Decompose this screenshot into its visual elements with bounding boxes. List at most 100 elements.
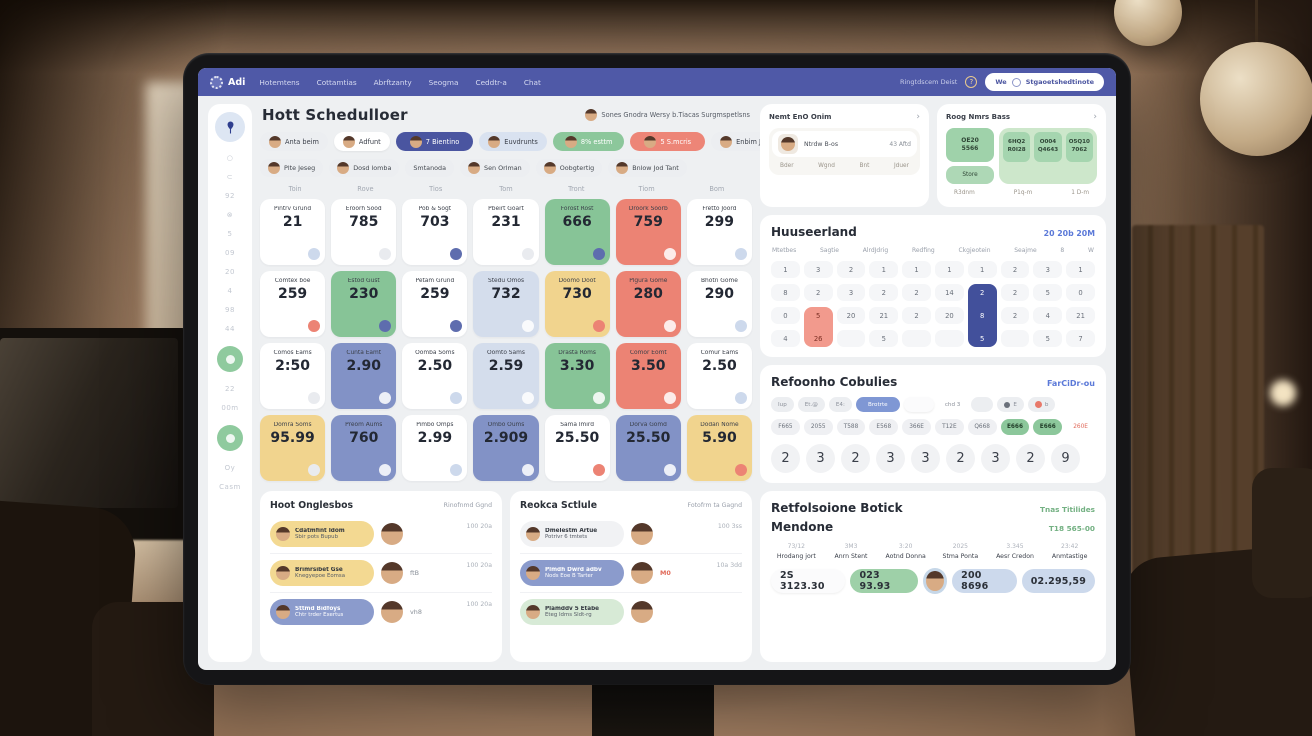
chevron-right-icon[interactable]: › — [916, 112, 920, 122]
sidebar-item[interactable]: Casm — [219, 483, 241, 491]
filter-pill[interactable]: E4: — [828, 397, 852, 412]
metric-card[interactable]: Doomo Doot 730 — [544, 271, 610, 337]
metric-card[interactable]: Domra Soms 95.99 — [260, 415, 326, 481]
metric-card[interactable]: Stedu Omos 732 — [473, 271, 539, 337]
staff-chip[interactable]: Bnlow Jod Tant — [608, 159, 687, 177]
summary-pill[interactable]: 02.295,59 — [1021, 569, 1096, 593]
calendar-cell[interactable]: 8 — [967, 307, 997, 324]
sidebar-item[interactable]: 09 — [225, 249, 235, 257]
calendar-cell[interactable]: 20 — [934, 307, 964, 324]
sidebar-item[interactable]: ⊗ — [226, 211, 234, 219]
calendar-cell[interactable] — [1000, 330, 1030, 347]
sidebar-item[interactable]: 44 — [225, 325, 235, 333]
metric-card[interactable]: Comos Eams 2:50 — [260, 343, 326, 409]
sidebar-item[interactable]: ○ — [226, 154, 234, 162]
metric-card[interactable]: Pimbo Omps 2.99 — [402, 415, 468, 481]
time-pill[interactable]: T588 — [836, 419, 866, 435]
search-bar[interactable]: We Stgaoetshedtinote — [985, 73, 1104, 91]
metric-card[interactable]: Fretto Joord 299 — [686, 199, 752, 265]
calendar-cell[interactable]: 21 — [1066, 307, 1095, 324]
time-pill[interactable]: E666 — [1033, 419, 1063, 435]
sidebar-item[interactable]: 92 — [225, 192, 235, 200]
calendar-cell[interactable]: 3 — [803, 261, 833, 278]
calendar-cell[interactable]: 5 — [967, 330, 997, 347]
staff-chip[interactable]: Plte Jeseg — [260, 159, 324, 177]
calendar-cell[interactable]: 2 — [869, 284, 899, 301]
rate-footer[interactable]: Store — [946, 166, 994, 184]
nav-item[interactable]: Cottamtias — [316, 77, 357, 87]
count-circle[interactable]: 3 — [911, 444, 940, 473]
metric-card[interactable]: Pintrv Grund 21 — [260, 199, 326, 265]
filter-pill[interactable] — [971, 397, 994, 412]
calendar-cell[interactable]: 1 — [771, 261, 800, 278]
metric-card[interactable]: Comor Eomt 3.50 — [615, 343, 681, 409]
calendar-cell[interactable]: 5 — [869, 330, 899, 347]
nav-item[interactable]: Hotemtens — [259, 77, 300, 87]
metric-card[interactable]: Droork Soorb 759 — [615, 199, 681, 265]
nav-item[interactable]: Seogma — [428, 77, 459, 87]
filter-chip[interactable]: 5 S.mcris — [630, 132, 706, 151]
leaf-icon-2[interactable] — [217, 425, 243, 451]
metric-card[interactable]: Oomto Sams 2.59 — [473, 343, 539, 409]
calendar-cell[interactable]: 5 — [803, 307, 833, 324]
sidebar-item[interactable]: 5 — [227, 230, 233, 238]
metric-card[interactable]: Pbeirt Goart 231 — [473, 199, 539, 265]
calendar-cell[interactable]: 8 — [771, 284, 800, 301]
metric-card[interactable]: Forost Rost 666 — [544, 199, 610, 265]
time-pill[interactable]: Q668 — [967, 419, 997, 435]
metric-card[interactable]: Comur Eams 2.50 — [686, 343, 752, 409]
rate-cell[interactable]: 6HQ2 R0I28 — [1003, 132, 1031, 162]
rate-cell[interactable]: OE20 5566 — [946, 128, 994, 162]
filter-pill[interactable]: chd 3 — [944, 401, 961, 408]
sidebar-item[interactable]: 00m — [221, 404, 239, 412]
metric-card[interactable]: Plgura Gome 280 — [615, 271, 681, 337]
calendar-cell[interactable]: 14 — [934, 284, 964, 301]
filter-pill[interactable]: Brotrte — [855, 397, 900, 412]
calendar-cell[interactable]: 2 — [1000, 284, 1030, 301]
guest-tab[interactable]: Jduer — [893, 163, 909, 169]
guest-tab[interactable]: Wgnd — [818, 163, 835, 169]
filter-pill[interactable]: Iup — [771, 397, 794, 412]
summary-pill[interactable] — [923, 568, 948, 594]
metric-card[interactable]: Dorva Gomd 25.50 — [615, 415, 681, 481]
rate-footer-label[interactable]: P1q-m — [1013, 190, 1033, 196]
calendar-date[interactable]: 20 20b 20M — [1043, 229, 1095, 238]
time-pill[interactable]: 366E — [902, 419, 931, 435]
calendar-cell[interactable]: 1 — [967, 261, 997, 278]
filter-chip[interactable]: 8% esttm — [552, 132, 625, 151]
calendar-cell[interactable]: 26 — [803, 330, 833, 347]
help-icon[interactable]: ? — [965, 76, 978, 88]
time-pill[interactable]: 260E — [1073, 424, 1088, 430]
bookings-link[interactable]: FarCiDr-ou — [1046, 379, 1095, 388]
filter-pill[interactable]: b — [1027, 397, 1056, 412]
calendar-cell[interactable]: 2 — [902, 307, 931, 324]
calendar-cell[interactable]: 2 — [1000, 261, 1030, 278]
staff-chip[interactable]: Oobgtertig — [535, 159, 603, 177]
sidebar-item[interactable]: 22 — [225, 385, 235, 393]
calendar-cell[interactable] — [934, 330, 964, 347]
count-circle[interactable]: 3 — [806, 444, 835, 473]
metric-card[interactable]: Drasta Roms 3.30 — [544, 343, 610, 409]
filter-pill[interactable] — [903, 397, 934, 412]
calendar-cell[interactable]: 2 — [967, 284, 997, 301]
calendar-cell[interactable]: 4 — [1033, 307, 1063, 324]
rate-footer-label[interactable]: 1 D-m — [1071, 190, 1089, 196]
calendar-cell[interactable]: 5 — [1033, 330, 1063, 347]
list-item[interactable]: Sttmd Bidfoys Chtr trder Exertus vh8 100… — [270, 592, 492, 631]
metric-card[interactable]: Pob & Sogt 703 — [402, 199, 468, 265]
metric-card[interactable]: Cunta Eamt 2.90 — [331, 343, 397, 409]
calendar-cell[interactable]: 2 — [902, 284, 931, 301]
calendar-cell[interactable]: 0 — [1066, 284, 1095, 301]
summary-pill[interactable]: 200 8696 — [952, 569, 1017, 593]
filter-pill[interactable]: Et.@ — [797, 397, 825, 412]
calendar-cell[interactable]: 3 — [836, 284, 866, 301]
calendar-cell[interactable] — [902, 330, 931, 347]
metric-card[interactable]: Estod Gust 230 — [331, 271, 397, 337]
metric-card[interactable]: Bhotn Gome 290 — [686, 271, 752, 337]
sidebar-item[interactable]: 98 — [225, 306, 235, 314]
sidebar-item[interactable]: 20 — [225, 268, 235, 276]
metric-card[interactable]: Preom Aums 760 — [331, 415, 397, 481]
staff-chip[interactable]: Dosd lomba — [329, 159, 400, 177]
guest-tab[interactable]: Bnt — [859, 163, 870, 169]
app-logo[interactable]: Adi — [210, 75, 245, 89]
